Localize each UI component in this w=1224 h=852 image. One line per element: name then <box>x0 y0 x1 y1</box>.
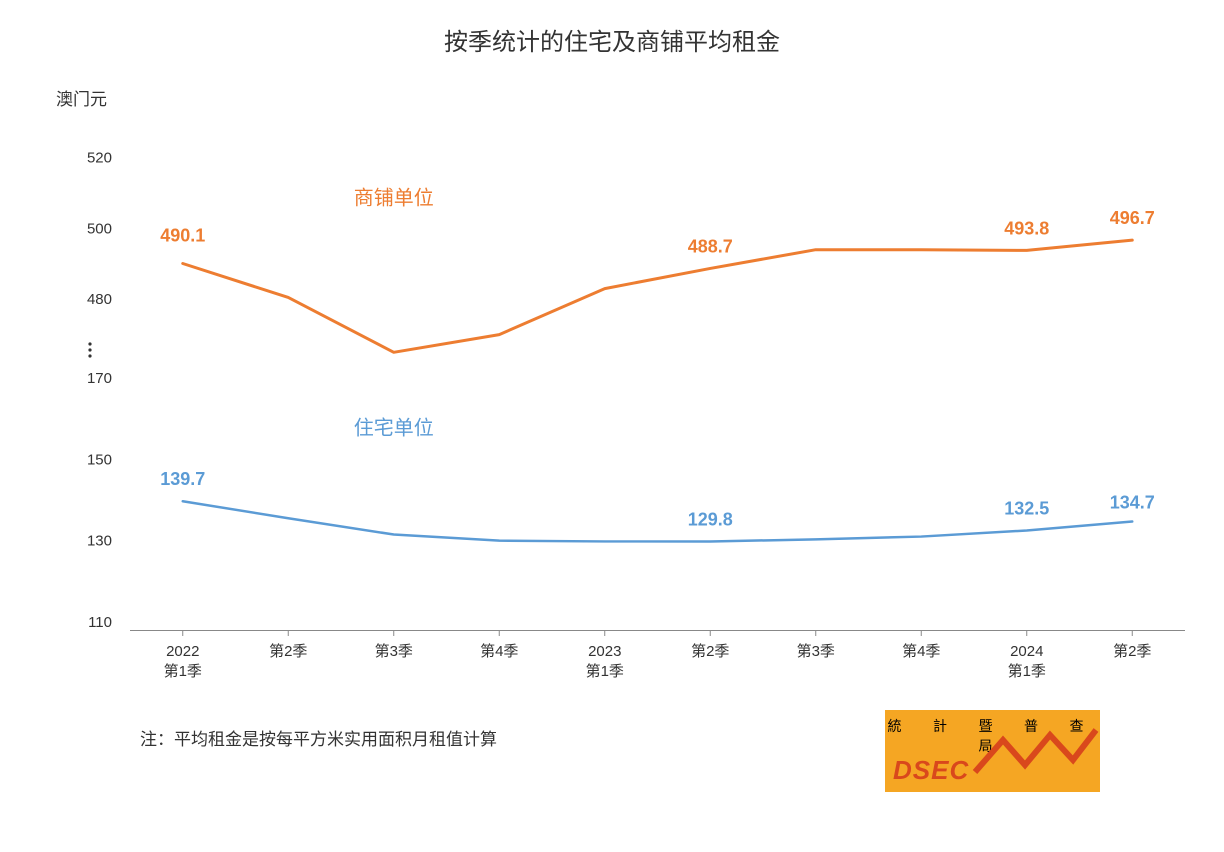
svg-text:496.7: 496.7 <box>1110 208 1155 228</box>
svg-text:139.7: 139.7 <box>160 469 205 489</box>
svg-text:480: 480 <box>87 291 112 308</box>
svg-text:第1季: 第1季 <box>164 662 202 680</box>
svg-text:第4季: 第4季 <box>480 642 518 660</box>
svg-text:500: 500 <box>87 220 112 237</box>
svg-text:130: 130 <box>87 533 112 550</box>
svg-text:第1季: 第1季 <box>586 662 624 680</box>
svg-text:493.8: 493.8 <box>1004 218 1049 238</box>
svg-text:132.5: 132.5 <box>1004 498 1049 518</box>
svg-text:488.7: 488.7 <box>688 236 733 256</box>
svg-text:150: 150 <box>87 451 112 468</box>
svg-text:商铺单位: 商铺单位 <box>354 186 434 209</box>
svg-text:第2季: 第2季 <box>691 642 729 660</box>
svg-text:520: 520 <box>87 150 112 167</box>
rent-chart: 2022 第1季 第2季 第3季 第4季 2023 第1季 第2季 第3季 第4季 2024 第1季 第… <box>0 0 1224 852</box>
svg-text:129.8: 129.8 <box>688 509 733 529</box>
svg-text:第1季: 第1季 <box>1008 662 1046 680</box>
svg-text:第4季: 第4季 <box>902 642 940 660</box>
svg-text:2023: 2023 <box>588 643 621 660</box>
svg-text:住宅单位: 住宅单位 <box>354 417 434 440</box>
svg-text:110: 110 <box>88 614 112 631</box>
svg-text:2022: 2022 <box>166 643 199 660</box>
svg-text:170: 170 <box>87 370 112 387</box>
svg-text:第2季: 第2季 <box>269 642 307 660</box>
svg-text:第2季: 第2季 <box>1113 642 1151 660</box>
svg-text:490.1: 490.1 <box>160 225 205 245</box>
svg-text:第3季: 第3季 <box>797 642 835 660</box>
svg-text:2024: 2024 <box>1010 643 1043 660</box>
svg-text:134.7: 134.7 <box>1110 493 1155 513</box>
svg-text:第3季: 第3季 <box>375 642 413 660</box>
